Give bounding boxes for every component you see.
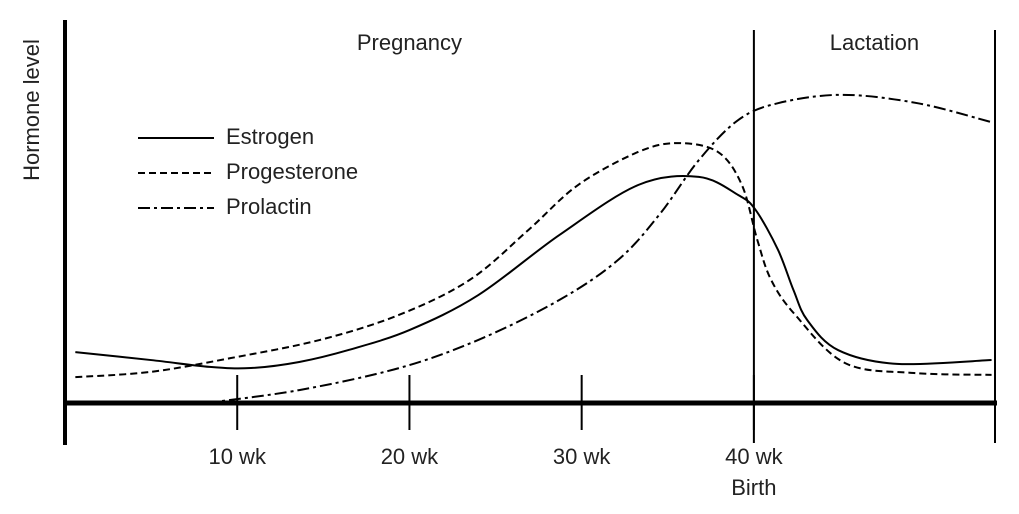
line: [75, 142, 992, 379]
annotation: Birth: [731, 475, 776, 500]
region-label: Lactation: [830, 30, 919, 55]
x-tick-label: 20 wk: [381, 444, 439, 469]
line: [75, 175, 992, 370]
x-tick-label: 30 wk: [553, 444, 611, 469]
legend-label: Estrogen: [226, 124, 314, 149]
legend-label: Prolactin: [226, 194, 312, 219]
legend-label: Progesterone: [226, 159, 358, 184]
region-label: Pregnancy: [357, 30, 462, 55]
x-tick-label: 10 wk: [208, 444, 266, 469]
x-tick-label: 40 wk: [725, 444, 783, 469]
y-axis-label: Hormone level: [19, 39, 44, 181]
line: [206, 93, 992, 404]
